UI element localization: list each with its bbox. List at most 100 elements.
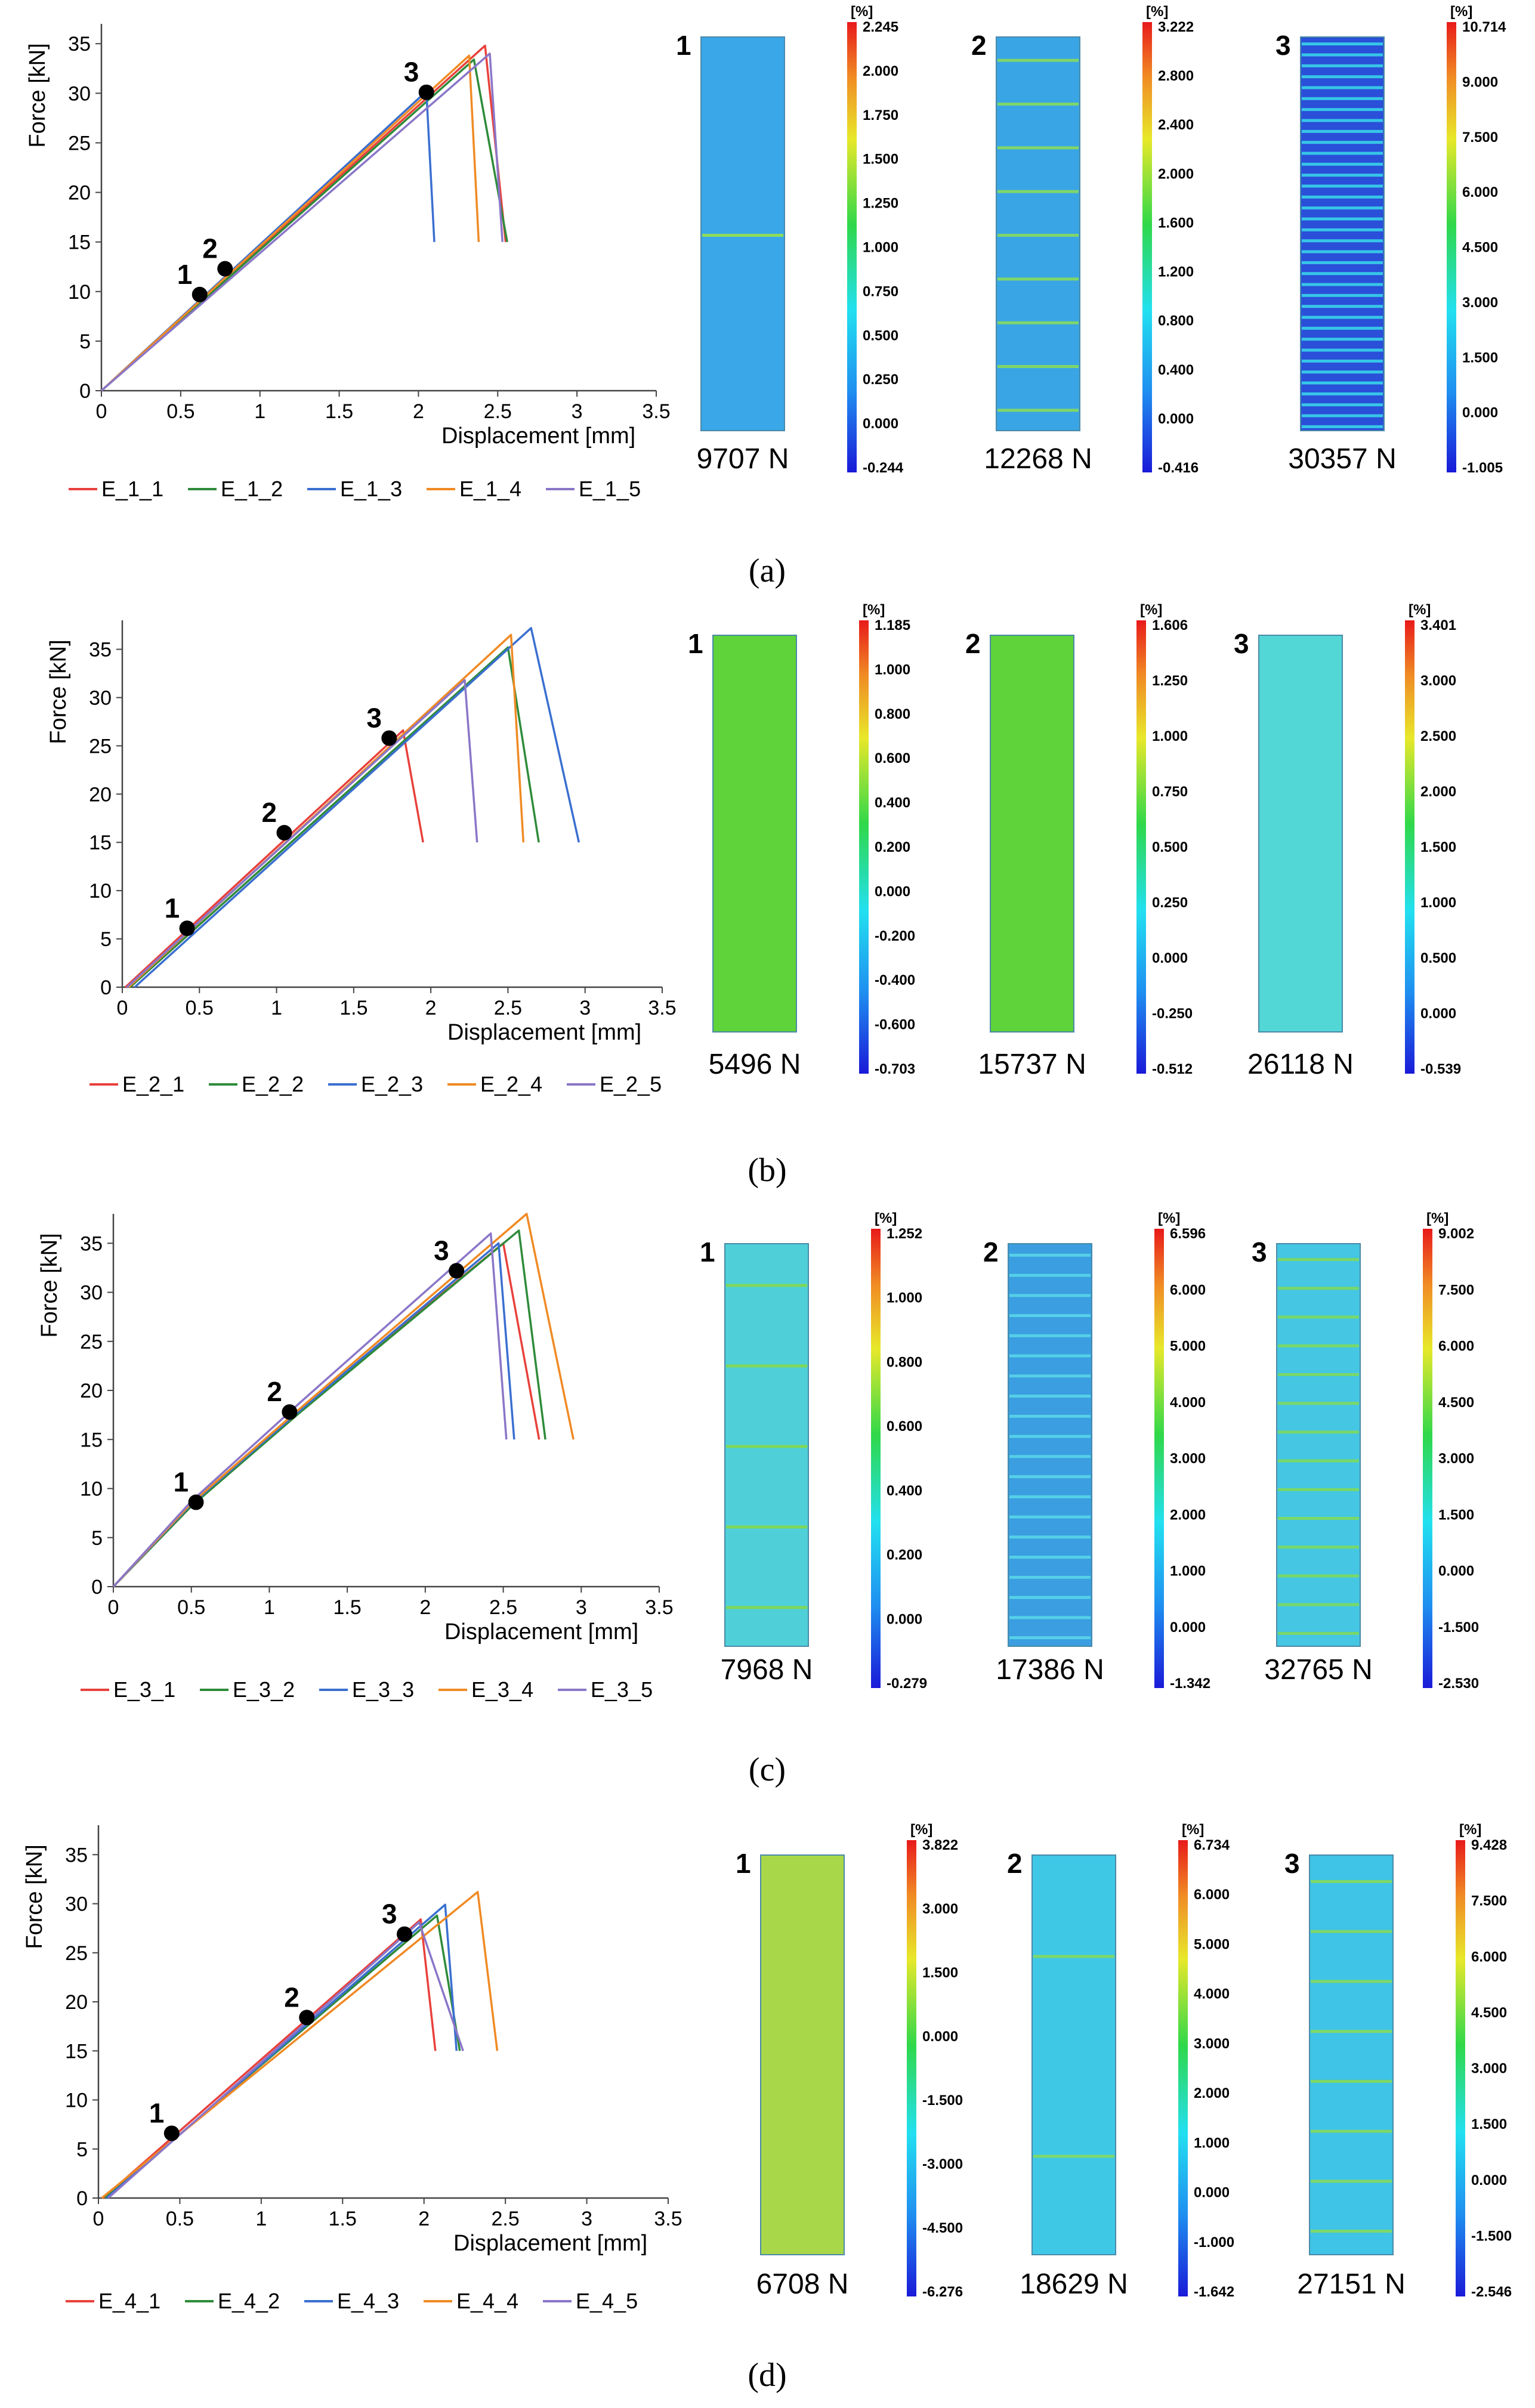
marker-point-2 (217, 261, 233, 277)
colorbar (1142, 22, 1152, 472)
colorbar-unit: [%] (910, 1822, 932, 1838)
force-label: 27151 N (1297, 2268, 1405, 2300)
x-tick-label: 1 (264, 1596, 275, 1619)
y-tick-label: 15 (65, 2040, 88, 2063)
strain-band (997, 277, 1079, 281)
strain-map-c-2: 2 [%]6.596 6.000 5.000 4.000 3.000 2.000 1.000 0… (983, 1210, 1210, 1692)
marker-label-1: 1 (165, 892, 180, 923)
strain-band (1278, 1517, 1359, 1520)
strain-band (1311, 2230, 1392, 2233)
strain-band (1009, 1395, 1091, 1398)
colorbar-tick-label: 2.000 (1420, 784, 1456, 800)
specimen-field (1276, 1243, 1361, 1647)
legend-item-E_1_1: E_1_1 (69, 477, 163, 501)
strain-band (1009, 1374, 1091, 1378)
legend-item-E_2_1: E_2_1 (89, 1072, 184, 1096)
map-index-label: 2 (965, 628, 981, 659)
map-index-label: 3 (1275, 30, 1291, 61)
colorbar-tick-label: 3.000 (1420, 673, 1456, 689)
colorbar-unit: [%] (1409, 602, 1431, 618)
y-tick-label: 30 (80, 1282, 103, 1305)
colorbar-tick-label: -0.279 (887, 1676, 927, 1692)
force-label: 12268 N (984, 443, 1092, 475)
colorbar-tick-label: 1.000 (1194, 2135, 1230, 2151)
legend-item-E_1_4: E_1_4 (427, 477, 521, 501)
colorbar-tick-label: 7.500 (1438, 1282, 1474, 1298)
colorbar-unit: [%] (1158, 1210, 1180, 1226)
colorbar-tick-label: 0.400 (875, 795, 910, 811)
colorbar-tick-label: -2.530 (1438, 1676, 1479, 1692)
legend-item-E_3_3: E_3_3 (319, 1677, 414, 1702)
strain-band (726, 1525, 807, 1529)
colorbar-tick-label: 0.000 (1170, 1619, 1206, 1636)
colorbar-tick-label: 0.000 (1152, 950, 1188, 966)
y-tick-label: 5 (100, 928, 112, 951)
x-tick-label: 1.5 (339, 997, 367, 1019)
x-tick-label: 0 (108, 1596, 119, 1619)
x-tick-label: 1 (271, 997, 282, 1019)
strain-band (1009, 1475, 1091, 1479)
specimen-field (1309, 1854, 1394, 2255)
strain-band (1302, 129, 1383, 133)
strain-band (1009, 1535, 1091, 1539)
colorbar-tick-label: 1.500 (1438, 1507, 1474, 1523)
x-tick-label: 3.5 (645, 1596, 673, 1619)
series-line-E_2_2 (129, 646, 540, 988)
colorbar-unit: [%] (1140, 602, 1162, 618)
strain-band (1302, 370, 1383, 374)
legend-item-E_4_3: E_4_3 (304, 2289, 399, 2313)
colorbar-tick-label: 0.000 (1158, 411, 1194, 427)
y-tick-label: 35 (68, 33, 91, 55)
series-line-E_2_3 (134, 627, 580, 988)
strain-band (702, 234, 783, 237)
x-tick-label: 0.5 (166, 400, 194, 423)
x-tick-label: 3.5 (654, 2208, 682, 2230)
panel-caption: (c) (749, 1751, 786, 1788)
colorbar-tick-label: -1.500 (922, 2092, 963, 2109)
map-index-label: 2 (1007, 1848, 1023, 1879)
legend-label: E_2_3 (361, 1072, 423, 1096)
marker-label-3: 3 (404, 57, 419, 88)
strain-band (1009, 1575, 1091, 1579)
strain-band (1278, 1545, 1359, 1549)
colorbar-tick-label: -1.005 (1462, 460, 1503, 476)
colorbar-tick-label: 0.500 (1420, 950, 1456, 966)
x-tick-label: 0 (96, 400, 107, 423)
y-tick-label: 10 (89, 880, 112, 902)
strain-map-a-3: 3 [%]10.714 9.000 7.500 6.000 4.500 3.000 1.500… (1275, 4, 1506, 476)
strain-band (1311, 1980, 1392, 1983)
legend-label: E_1_2 (221, 477, 283, 501)
specimen-field (1300, 36, 1385, 431)
strain-band (1009, 1334, 1091, 1337)
x-tick-label: 3 (576, 1596, 587, 1619)
colorbar-tick-label: 2.000 (1170, 1507, 1206, 1523)
legend-label: E_4_1 (98, 2289, 160, 2313)
colorbar-unit: [%] (1459, 1822, 1481, 1838)
colorbar-tick-label: 3.222 (1158, 19, 1194, 35)
colorbar-tick-label: 3.000 (922, 1901, 958, 1917)
strain-band (1302, 64, 1383, 67)
colorbar (1178, 1840, 1188, 2296)
strain-band (1302, 119, 1383, 122)
marker-label-3: 3 (434, 1235, 449, 1266)
strain-band (726, 1284, 807, 1287)
colorbar-tick-label: 3.000 (1471, 2061, 1507, 2077)
strain-band (1311, 2180, 1392, 2183)
colorbar-tick-label: 0.250 (1152, 895, 1188, 911)
colorbar-tick-label: 4.000 (1170, 1395, 1206, 1411)
colorbar-tick-label: -0.200 (875, 928, 915, 944)
strain-band (1302, 272, 1383, 276)
x-tick-label: 2.5 (492, 2208, 520, 2230)
strain-band (997, 234, 1079, 237)
colorbar-tick-label: 1.000 (875, 661, 910, 678)
colorbar-tick-label: 0.800 (1158, 313, 1194, 329)
y-tick-label: 5 (76, 2138, 88, 2161)
legend-item-E_3_2: E_3_2 (200, 1677, 295, 1702)
colorbar-tick-label: -0.600 (875, 1017, 915, 1033)
colorbar-unit: [%] (1182, 1822, 1204, 1838)
colorbar-tick-label: -0.416 (1158, 460, 1199, 476)
colorbar-tick-label: -0.400 (875, 972, 915, 988)
colorbar (1447, 22, 1456, 472)
y-tick-label: 15 (68, 231, 91, 254)
strain-band (726, 1606, 807, 1609)
